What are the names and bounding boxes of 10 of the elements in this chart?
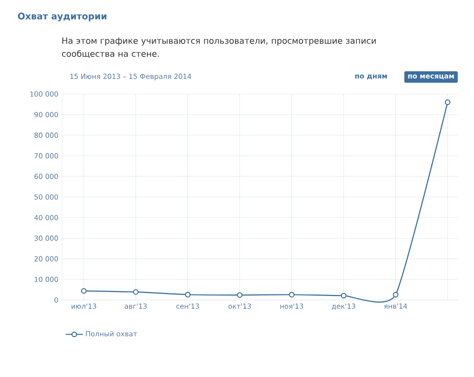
point — [236, 292, 243, 298]
point — [444, 99, 450, 106]
chart-title: Охват аудитории — [18, 12, 106, 22]
point — [340, 292, 346, 298]
chart-subtitle: На этом графике учитываются пользователи, просмотревшие записи сообщества на стене. — [62, 38, 376, 58]
point — [81, 288, 87, 294]
point — [288, 292, 294, 298]
point — [392, 292, 398, 298]
point — [133, 289, 139, 295]
point — [184, 292, 191, 298]
